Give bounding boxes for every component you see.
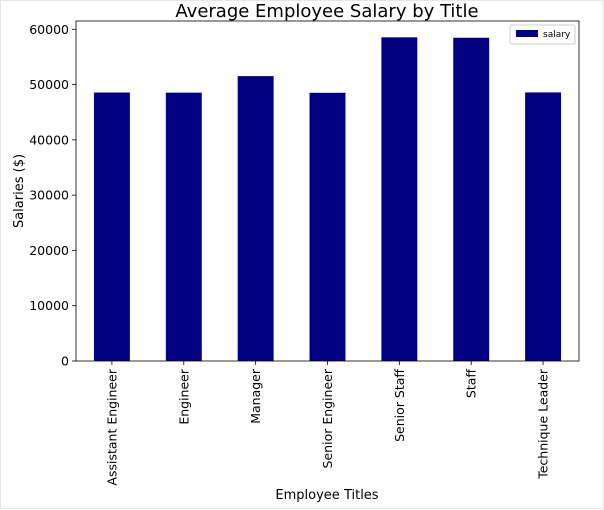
legend-label: salary	[543, 30, 571, 40]
legend-box	[509, 24, 576, 45]
y-tick-label: 30000	[29, 188, 69, 203]
y-axis-label: Salaries ($)	[12, 154, 27, 228]
x-tick-label: Engineer	[176, 368, 191, 425]
x-tick-label: Assistant Engineer	[104, 368, 119, 485]
x-tick-label: Senior Staff	[392, 369, 407, 442]
y-tick-label: 60000	[29, 22, 69, 37]
bar	[93, 92, 130, 361]
bar	[309, 92, 346, 361]
y-tick-label: 10000	[29, 298, 69, 313]
x-tick-label: Technique Leader	[536, 368, 551, 480]
y-tick-label: 20000	[29, 243, 69, 258]
bar	[525, 92, 562, 361]
legend: salary	[509, 24, 576, 45]
bar	[453, 37, 490, 361]
x-axis-label: Employee Titles	[275, 488, 378, 503]
y-tick-label: 40000	[29, 132, 69, 147]
y-axis: 0 10000 20000 30000 40000 50000 60000	[29, 22, 76, 369]
x-tick-label: Manager	[248, 368, 263, 424]
bar	[165, 92, 202, 362]
chart-title: Average Employee Salary by Title	[175, 1, 478, 22]
y-tick-label: 0	[61, 354, 69, 369]
bar	[237, 76, 274, 361]
bars	[93, 37, 562, 362]
y-tick-label: 50000	[29, 77, 69, 92]
bar	[381, 37, 418, 361]
x-tick-label: Senior Engineer	[320, 368, 335, 468]
x-tick-label: Staff	[464, 369, 479, 398]
legend-swatch	[516, 30, 538, 37]
x-axis: Assistant Engineer Engineer Manager Senior …	[104, 361, 551, 486]
